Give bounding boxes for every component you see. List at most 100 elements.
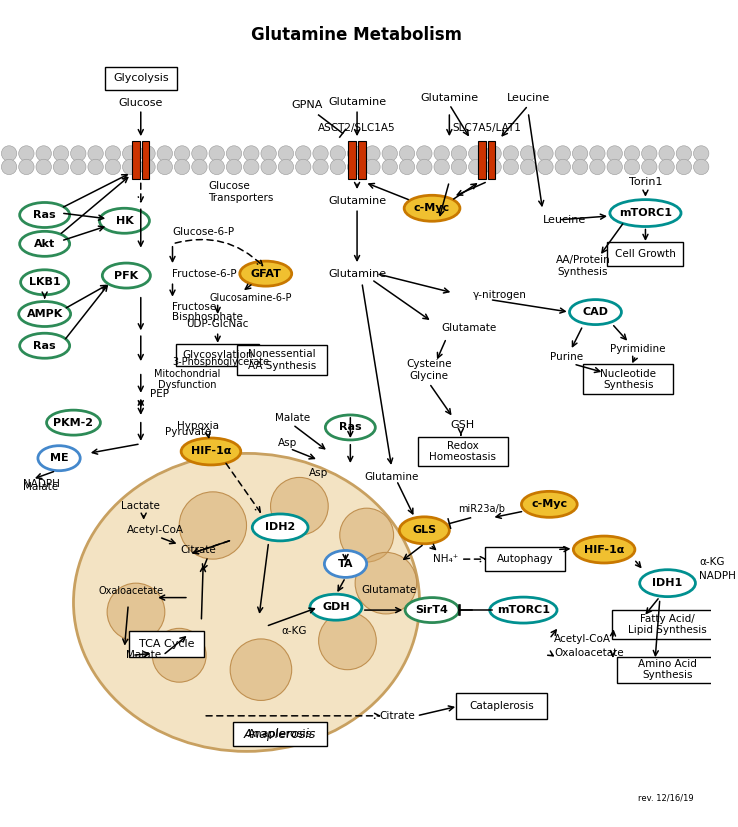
Ellipse shape bbox=[38, 446, 80, 471]
Ellipse shape bbox=[20, 203, 69, 227]
Ellipse shape bbox=[325, 415, 376, 440]
Circle shape bbox=[18, 146, 34, 161]
Text: ME: ME bbox=[49, 453, 69, 463]
Circle shape bbox=[261, 146, 276, 161]
Text: Anaplerosis: Anaplerosis bbox=[244, 728, 317, 741]
Circle shape bbox=[71, 160, 86, 174]
FancyBboxPatch shape bbox=[486, 547, 565, 571]
Text: Glycosylation: Glycosylation bbox=[182, 351, 253, 361]
Circle shape bbox=[330, 146, 345, 161]
Circle shape bbox=[607, 146, 622, 161]
Text: HK: HK bbox=[116, 216, 134, 226]
FancyBboxPatch shape bbox=[455, 693, 547, 719]
Circle shape bbox=[694, 146, 709, 161]
Circle shape bbox=[520, 160, 536, 174]
Circle shape bbox=[538, 146, 554, 161]
FancyBboxPatch shape bbox=[617, 657, 718, 682]
Circle shape bbox=[451, 160, 466, 174]
Circle shape bbox=[261, 160, 276, 174]
Text: GLS: GLS bbox=[413, 525, 436, 535]
Circle shape bbox=[139, 160, 155, 174]
Text: AMPK: AMPK bbox=[27, 309, 63, 319]
Ellipse shape bbox=[20, 232, 69, 256]
Circle shape bbox=[295, 146, 311, 161]
Ellipse shape bbox=[46, 410, 100, 435]
Text: Leucine: Leucine bbox=[506, 93, 550, 103]
Ellipse shape bbox=[522, 491, 577, 518]
Circle shape bbox=[590, 160, 605, 174]
Text: HIF-1α: HIF-1α bbox=[190, 447, 231, 457]
Text: SirT4: SirT4 bbox=[415, 605, 449, 615]
Ellipse shape bbox=[21, 270, 69, 294]
Circle shape bbox=[1, 160, 17, 174]
Circle shape bbox=[230, 639, 292, 700]
Text: miR23a/b: miR23a/b bbox=[458, 504, 506, 514]
Text: GDH: GDH bbox=[322, 602, 350, 612]
Text: Lactate: Lactate bbox=[121, 501, 160, 511]
Circle shape bbox=[451, 146, 466, 161]
Text: Ras: Ras bbox=[33, 210, 56, 220]
Circle shape bbox=[209, 160, 224, 174]
Circle shape bbox=[107, 583, 165, 641]
Circle shape bbox=[676, 146, 692, 161]
Ellipse shape bbox=[20, 333, 69, 358]
Text: Malate: Malate bbox=[275, 413, 310, 423]
Circle shape bbox=[36, 160, 52, 174]
Text: NADPH: NADPH bbox=[23, 479, 60, 489]
Text: α-KG: α-KG bbox=[282, 626, 307, 636]
Text: Fatty Acid/
Lipid Synthesis: Fatty Acid/ Lipid Synthesis bbox=[628, 614, 707, 635]
Text: Acetyl-CoA: Acetyl-CoA bbox=[127, 525, 184, 535]
Bar bbox=[478, 141, 486, 179]
Circle shape bbox=[244, 146, 259, 161]
Ellipse shape bbox=[252, 514, 308, 541]
Text: Leucine: Leucine bbox=[542, 215, 586, 225]
Text: Purine: Purine bbox=[550, 352, 583, 362]
Text: UDP-GlcNac: UDP-GlcNac bbox=[187, 318, 249, 328]
Text: Nucleotide
Synthesis: Nucleotide Synthesis bbox=[600, 369, 656, 390]
Bar bbox=[488, 141, 495, 179]
FancyBboxPatch shape bbox=[418, 437, 508, 466]
Ellipse shape bbox=[74, 453, 419, 752]
Text: Oxaloacetate: Oxaloacetate bbox=[99, 586, 164, 596]
Ellipse shape bbox=[404, 195, 460, 222]
Text: IDH1: IDH1 bbox=[652, 578, 683, 588]
Text: Anaplerosis: Anaplerosis bbox=[248, 729, 312, 739]
Circle shape bbox=[573, 146, 587, 161]
Text: Cysteine
Glycine: Cysteine Glycine bbox=[407, 359, 452, 380]
Text: Ras: Ras bbox=[339, 423, 362, 433]
Text: Glutamate: Glutamate bbox=[441, 323, 497, 333]
Text: PKM-2: PKM-2 bbox=[53, 418, 94, 428]
Circle shape bbox=[348, 160, 363, 174]
Ellipse shape bbox=[18, 302, 71, 327]
Ellipse shape bbox=[610, 199, 681, 227]
Text: Pyrimidine: Pyrimidine bbox=[610, 343, 666, 354]
Circle shape bbox=[227, 146, 242, 161]
Circle shape bbox=[538, 160, 554, 174]
Text: ASCT2/SLC1A5: ASCT2/SLC1A5 bbox=[318, 123, 396, 133]
Text: Asp: Asp bbox=[278, 437, 297, 447]
Circle shape bbox=[365, 160, 380, 174]
Circle shape bbox=[417, 160, 432, 174]
Circle shape bbox=[339, 508, 393, 562]
Circle shape bbox=[382, 146, 398, 161]
Circle shape bbox=[382, 160, 398, 174]
Ellipse shape bbox=[325, 551, 367, 577]
Circle shape bbox=[469, 160, 484, 174]
Circle shape bbox=[641, 160, 657, 174]
Text: IDH2: IDH2 bbox=[265, 523, 295, 533]
Ellipse shape bbox=[570, 299, 621, 324]
Text: mTORC1: mTORC1 bbox=[619, 208, 672, 218]
Circle shape bbox=[192, 160, 207, 174]
Text: Pyruvate: Pyruvate bbox=[165, 428, 211, 437]
Circle shape bbox=[659, 160, 675, 174]
Text: rev. 12/16/19: rev. 12/16/19 bbox=[638, 793, 694, 802]
Text: c-Myc: c-Myc bbox=[414, 203, 450, 213]
Ellipse shape bbox=[490, 597, 557, 623]
Text: Glutamine: Glutamine bbox=[328, 195, 386, 206]
Text: Citrate: Citrate bbox=[181, 544, 216, 555]
Text: Redox
Homeostasis: Redox Homeostasis bbox=[430, 441, 497, 462]
Circle shape bbox=[295, 160, 311, 174]
Text: Glutamine: Glutamine bbox=[328, 97, 386, 107]
Text: Malate: Malate bbox=[23, 482, 58, 492]
Ellipse shape bbox=[103, 263, 151, 288]
